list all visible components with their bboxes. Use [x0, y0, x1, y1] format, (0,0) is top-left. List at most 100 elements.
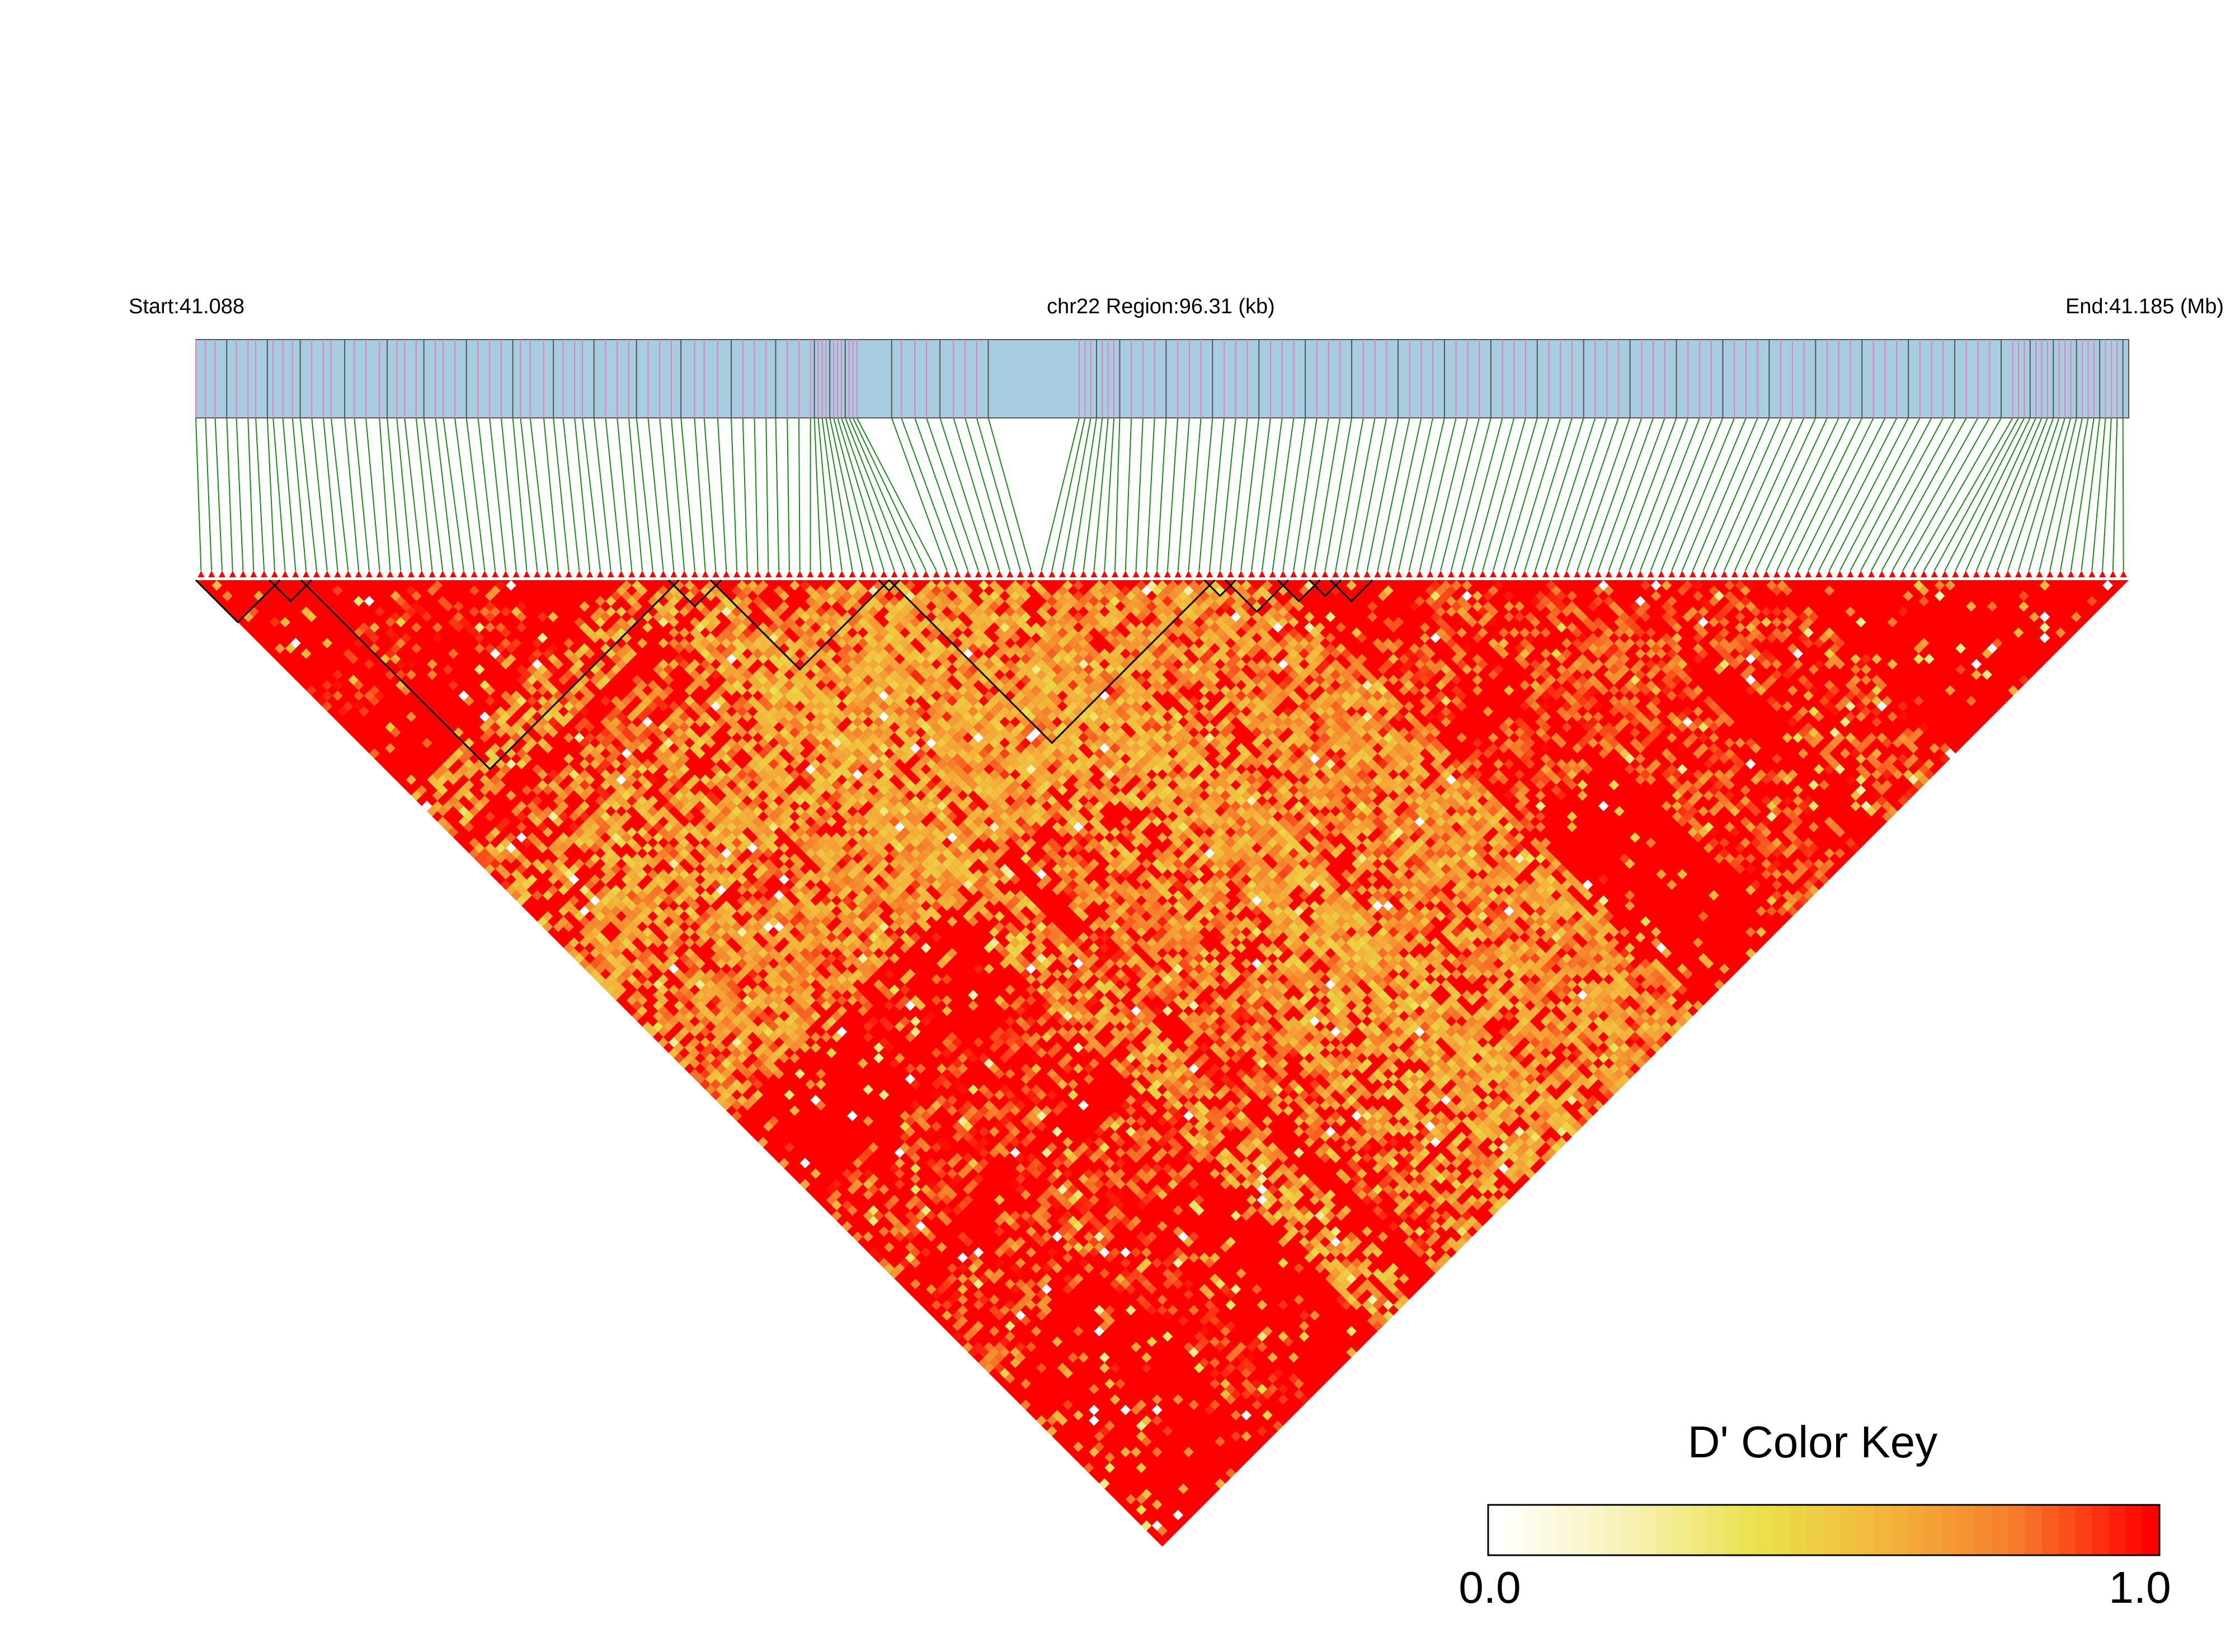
- snp-connector: [659, 417, 675, 571]
- ld-cell: [579, 685, 590, 696]
- ld-cell: [674, 968, 685, 980]
- ld-cell: [1115, 1189, 1126, 1200]
- ld-cell: [432, 779, 443, 790]
- ld-cell: [1015, 1236, 1026, 1248]
- snp-marker: [2109, 571, 2116, 577]
- ld-cell: [463, 769, 474, 780]
- ld-cell: [1052, 1105, 1063, 1116]
- ld-cell: [632, 895, 643, 906]
- snp-connector: [1566, 417, 1619, 571]
- snp-marker: [2067, 571, 2074, 577]
- ld-cell: [579, 769, 590, 780]
- ld-cell: [700, 858, 711, 869]
- ld-cell: [632, 790, 643, 801]
- ld-cell: [684, 821, 695, 832]
- ld-cell: [563, 753, 574, 764]
- ld-cell: [505, 884, 516, 896]
- ld-cell: [1020, 1294, 1031, 1305]
- ld-cell: [942, 1079, 952, 1090]
- ld-cell: [768, 937, 779, 948]
- snp-connector: [2059, 417, 2089, 571]
- snp-connector: [1618, 417, 1677, 571]
- ld-cell: [610, 811, 622, 822]
- ld-cell: [600, 759, 611, 769]
- snp-marker: [975, 571, 982, 577]
- ld-cell: [768, 906, 779, 916]
- ld-cell: [1046, 1194, 1057, 1206]
- ld-cell: [1104, 1252, 1116, 1263]
- ld-cell: [863, 1021, 874, 1032]
- ld-cell: [737, 948, 747, 958]
- ld-cell: [1278, 1383, 1288, 1395]
- snp-marker: [849, 571, 856, 577]
- ld-cell: [752, 879, 763, 890]
- ld-cell: [810, 1042, 821, 1053]
- ld-cell: [684, 1052, 695, 1063]
- snp-marker: [1143, 571, 1150, 577]
- ld-cell: [999, 1084, 1010, 1095]
- ld-cell: [936, 1241, 947, 1253]
- ld-cell: [942, 1005, 952, 1016]
- snp-connector: [636, 417, 653, 571]
- ld-cell: [815, 869, 826, 880]
- snp-connector: [1419, 417, 1457, 571]
- ld-cell: [1052, 1168, 1063, 1179]
- ld-cell: [789, 948, 800, 958]
- ld-cell: [1136, 1189, 1147, 1200]
- ld-cell: [590, 611, 600, 623]
- snp-connector: [1597, 417, 1654, 571]
- ld-cell: [579, 706, 590, 717]
- ld-cell: [894, 1179, 905, 1190]
- ld-cell: [836, 869, 848, 880]
- ld-cell: [658, 921, 669, 933]
- snp-marker: [923, 571, 930, 577]
- ld-cell: [752, 942, 763, 953]
- snp-marker: [691, 571, 698, 577]
- ld-cell: [511, 879, 522, 890]
- snp-marker: [1710, 571, 1718, 577]
- snp-connector: [1282, 417, 1306, 571]
- ld-cell: [1031, 1231, 1042, 1242]
- ld-cell: [579, 601, 590, 612]
- ld-cell: [1104, 1420, 1116, 1431]
- snp-connector: [1776, 417, 1851, 571]
- ld-cell: [1157, 1189, 1168, 1200]
- ld-cell: [1010, 1042, 1021, 1053]
- ld-cell: [805, 900, 816, 911]
- ld-cell: [1020, 1210, 1031, 1221]
- ld-cell: [401, 601, 411, 612]
- snp-connector: [2039, 417, 2077, 571]
- ld-cell: [705, 1042, 716, 1053]
- ld-cell: [448, 827, 459, 838]
- ld-cell: [794, 921, 806, 933]
- ld-cell: [637, 795, 648, 806]
- snp-marker: [250, 571, 257, 577]
- ld-cell: [353, 596, 364, 606]
- ld-cell: [668, 795, 679, 806]
- ld-cell: [1246, 1342, 1257, 1353]
- snp-marker: [1532, 571, 1539, 577]
- ld-cell: [1099, 1320, 1110, 1331]
- snp-marker: [1511, 571, 1518, 577]
- ld-cell: [994, 1268, 1005, 1279]
- ld-cell: [947, 1168, 958, 1179]
- ld-cell: [395, 616, 406, 628]
- ld-cell: [595, 596, 606, 606]
- ld-cell: [390, 727, 401, 738]
- ld-cell: [1173, 1509, 1184, 1521]
- ld-cell: [584, 785, 595, 796]
- snp-marker: [1878, 571, 1885, 577]
- ld-cell: [322, 700, 333, 712]
- ld-cell: [1120, 1258, 1131, 1268]
- snp-marker: [1867, 571, 1875, 577]
- ld-cell: [883, 1000, 895, 1011]
- ld-cell: [1072, 1273, 1084, 1284]
- ld-cell: [558, 884, 569, 896]
- snp-tick-marks: [195, 340, 2124, 418]
- ld-cell: [1162, 1163, 1173, 1174]
- ld-cell: [789, 1032, 800, 1043]
- snp-connector: [1871, 417, 1955, 571]
- ld-cell: [878, 889, 890, 901]
- ld-cell: [711, 984, 721, 995]
- ld-cell: [894, 1000, 905, 1011]
